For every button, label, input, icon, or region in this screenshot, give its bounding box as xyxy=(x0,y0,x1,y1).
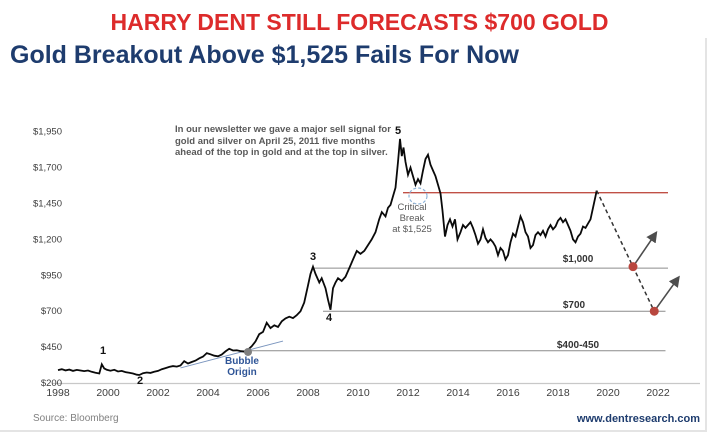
x-tick-label-2010: 2010 xyxy=(346,387,370,399)
y-tick-label-1950: $1,950 xyxy=(33,127,62,138)
bubble-origin-annotation: Bubble Origin xyxy=(207,356,277,378)
y-tick-label-1700: $1,700 xyxy=(33,163,62,174)
x-tick-label-2016: 2016 xyxy=(496,387,520,399)
newsletter-line-1: In our newsletter we gave a major sell s… xyxy=(175,124,391,135)
chart-subtitle: Gold Breakout Above $1,525 Fails For Now xyxy=(10,41,519,69)
source-credit: Source: Bloomberg xyxy=(33,413,119,424)
x-tick-label-2014: 2014 xyxy=(446,387,470,399)
forecast-dashed-line xyxy=(596,190,655,312)
x-tick-label-2002: 2002 xyxy=(146,387,170,399)
y-tick-label-950: $950 xyxy=(41,270,62,281)
critical-break-annotation: Critical Break at $1,525 xyxy=(372,202,452,235)
x-tick-label-2004: 2004 xyxy=(196,387,220,399)
y-tick-label-700: $700 xyxy=(41,306,62,317)
website-link[interactable]: www.dentresearch.com xyxy=(576,413,700,425)
x-tick-label-2008: 2008 xyxy=(296,387,320,399)
y-tick-label-200: $200 xyxy=(41,378,62,389)
ref-line-label-3: $400-450 xyxy=(557,340,600,351)
y-tick-label-1450: $1,450 xyxy=(33,199,62,210)
bubble-origin-line-1: Bubble xyxy=(225,356,259,367)
wave-label-3: 3 xyxy=(309,251,317,263)
x-tick-label-1998: 1998 xyxy=(46,387,70,399)
x-tick-label-2000: 2000 xyxy=(96,387,120,399)
forecast-rebound-arrow-2 xyxy=(653,275,680,312)
x-tick-label-2020: 2020 xyxy=(596,387,620,399)
x-tick-label-2018: 2018 xyxy=(546,387,570,399)
forecast-rebound-arrow-1 xyxy=(632,231,658,268)
wave-label-1: 1 xyxy=(99,345,107,357)
x-tick-label-2012: 2012 xyxy=(396,387,420,399)
page-title: HARRY DENT STILL FORECASTS $700 GOLD xyxy=(110,9,609,35)
wave-label-4: 4 xyxy=(325,312,333,324)
critical-break-line-3: at $1,525 xyxy=(392,224,432,235)
y-tick-label-1200: $1,200 xyxy=(33,234,62,245)
x-tick-label-2022: 2022 xyxy=(646,387,670,399)
y-tick-label-450: $450 xyxy=(41,342,62,353)
wave-label-5: 5 xyxy=(394,125,402,137)
forecast-target-dot-1 xyxy=(628,262,638,272)
gold-price-line xyxy=(57,138,598,376)
bubble-trend-line xyxy=(180,340,284,369)
wave-label-2: 2 xyxy=(136,375,144,387)
bubble-origin-line-2: Origin xyxy=(227,367,257,378)
bottom-border-line xyxy=(0,430,707,432)
forecast-target-dot-2 xyxy=(649,306,659,316)
newsletter-line-3: ahead of the top in gold and at the top … xyxy=(175,147,388,158)
newsletter-line-2: gold and silver on April 25, 2011 five m… xyxy=(175,135,376,147)
bubble-origin-dot xyxy=(244,347,252,356)
x-tick-label-2006: 2006 xyxy=(246,387,270,399)
ref-line-label-2: $700 xyxy=(563,300,586,311)
ref-line-label-1: $1,000 xyxy=(563,254,594,265)
critical-break-circle xyxy=(408,187,428,205)
newsletter-annotation: In our newsletter we gave a major sell s… xyxy=(175,124,411,159)
critical-break-line-1: Critical xyxy=(397,202,427,213)
critical-break-line-2: Break xyxy=(399,213,425,224)
right-border-line xyxy=(705,38,707,432)
